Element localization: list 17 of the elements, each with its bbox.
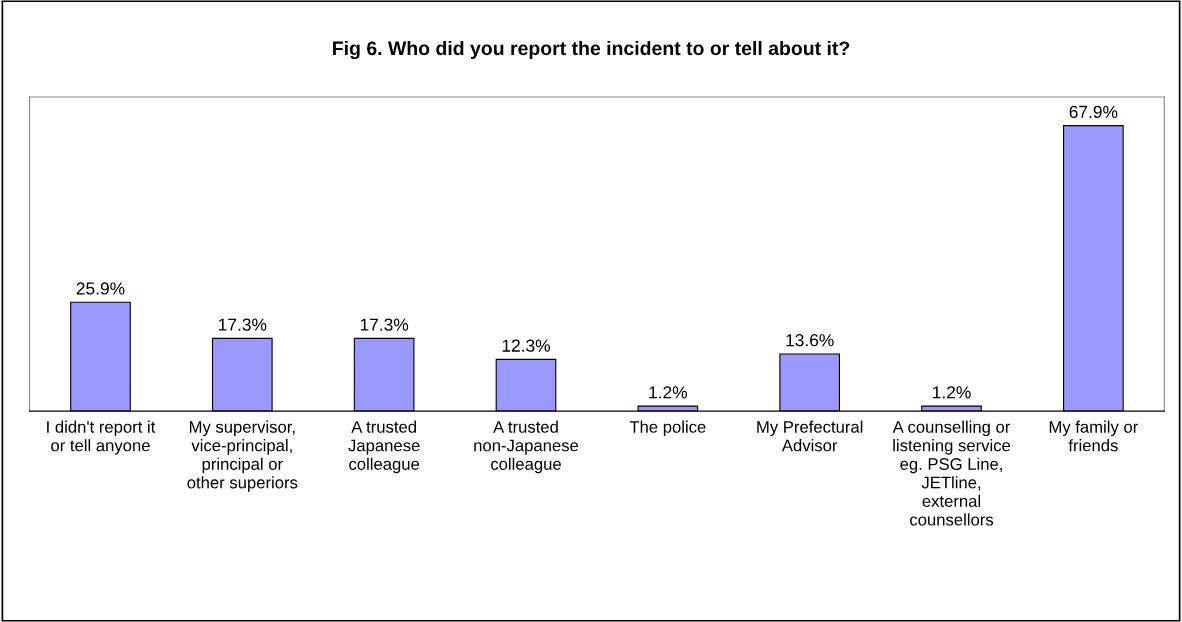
x-tick-label: The police <box>629 420 706 437</box>
data-label: 17.3% <box>360 318 409 331</box>
data-label: 1.2% <box>649 386 687 399</box>
x-tick-label: A counselling or listening service eg. PSG Line, JETline, external counsellors <box>892 420 1011 526</box>
x-tick-label: I didn't report it or tell anyone <box>47 420 156 455</box>
data-label: 12.3% <box>502 339 550 352</box>
x-tick-label: My family or friends <box>1049 420 1138 452</box>
x-tick-label: My supervisor, vice-principal, principal or other superiors <box>187 420 298 492</box>
data-label: 17.3% <box>219 318 267 331</box>
data-label: 13.6% <box>786 334 834 347</box>
data-label: 67.9% <box>1069 105 1118 118</box>
data-label: 25.9% <box>76 282 125 295</box>
x-tick-label: A trusted non-Japanese colleague <box>474 420 579 474</box>
x-tick-label: My Prefectural Advisor <box>757 420 863 452</box>
data-label: 1.2% <box>933 386 971 399</box>
chart-title: Fig 6. Who did you report the incident to or tell about it? <box>333 40 850 60</box>
x-tick-label: A trusted Japanese colleague <box>348 420 420 474</box>
